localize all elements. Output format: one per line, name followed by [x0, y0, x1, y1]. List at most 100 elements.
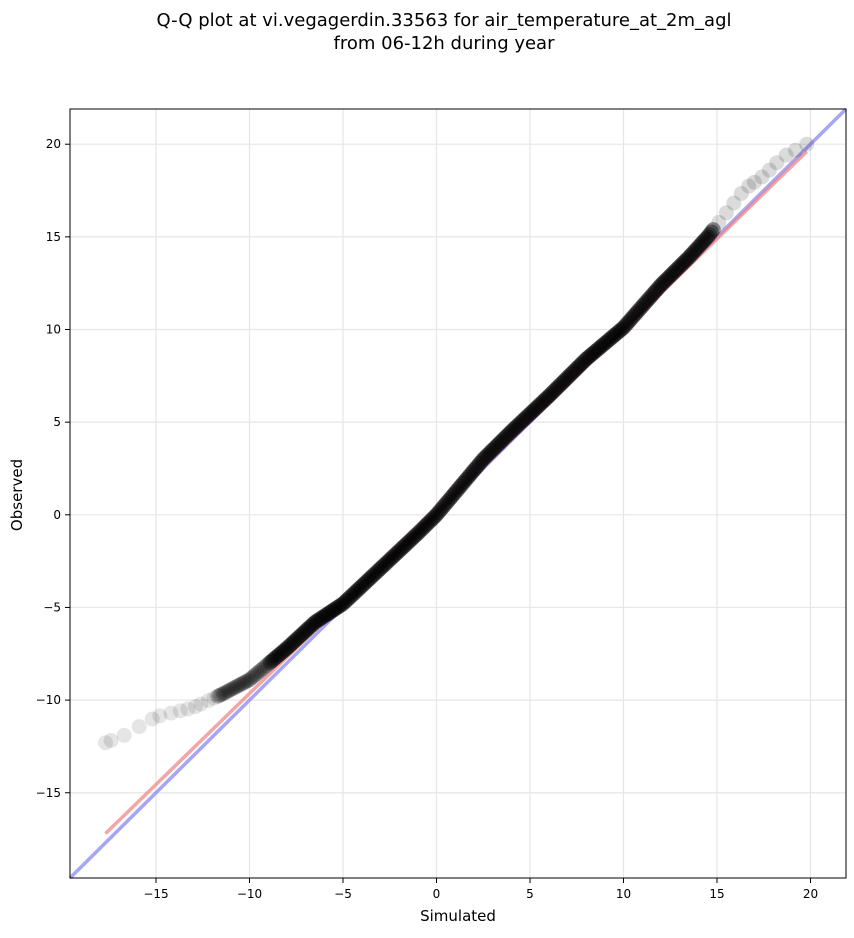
qq-point	[449, 482, 465, 498]
qq-point	[644, 288, 660, 304]
qq-point	[614, 321, 630, 337]
qq-point	[350, 582, 366, 598]
x-tick-label: 20	[803, 887, 818, 901]
qq-point	[313, 611, 329, 627]
qq-point	[711, 214, 727, 230]
qq-point	[470, 458, 486, 474]
qq-point	[582, 348, 598, 364]
qq-point	[266, 651, 282, 667]
qq-point	[292, 628, 308, 644]
qq-point	[434, 500, 450, 516]
qq-point	[513, 415, 529, 431]
qq-point	[700, 229, 716, 245]
qq-point	[438, 496, 454, 512]
qq-point	[705, 222, 721, 238]
y-tick-label: 0	[53, 508, 61, 522]
qq-point	[361, 571, 377, 587]
qq-point	[341, 590, 357, 606]
qq-point	[103, 733, 119, 749]
qq-point	[638, 294, 654, 310]
qq-point	[688, 241, 704, 257]
qq-point	[677, 253, 693, 269]
qq-point	[612, 323, 628, 339]
qq-point	[543, 386, 559, 402]
qq-point	[354, 578, 370, 594]
qq-point	[247, 667, 263, 683]
qq-point	[385, 548, 401, 564]
qq-point	[363, 569, 379, 585]
qq-point	[670, 260, 686, 276]
qq-point	[457, 473, 473, 489]
qq-point	[472, 456, 488, 472]
qq-point	[601, 332, 617, 348]
qq-point	[447, 485, 463, 501]
y-tick-label: 20	[46, 137, 61, 151]
qq-point	[380, 554, 396, 570]
y-tick-label: 10	[46, 323, 61, 337]
qq-point	[505, 422, 521, 438]
y-axis-label: Observed	[8, 459, 26, 531]
qq-point	[421, 514, 437, 530]
qq-point	[718, 205, 734, 221]
qq-point	[683, 247, 699, 263]
x-tick-label: 5	[526, 887, 534, 901]
qq-point	[554, 375, 570, 391]
qq-point	[580, 350, 596, 366]
qq-point	[574, 355, 590, 371]
qq-point	[522, 406, 538, 422]
qq-point	[255, 661, 271, 677]
qq-point	[232, 677, 248, 693]
qq-point	[180, 701, 196, 717]
qq-point	[277, 642, 293, 658]
qq-point	[535, 393, 551, 409]
qq-point	[529, 399, 545, 415]
y-tick-label: −10	[36, 693, 61, 707]
qq-point	[561, 368, 577, 384]
qq-point	[673, 257, 689, 273]
fit-line	[104, 150, 808, 835]
qq-point	[320, 606, 336, 622]
qq-point	[322, 604, 338, 620]
qq-point	[376, 557, 392, 573]
qq-point	[172, 703, 188, 719]
qq-point	[210, 688, 226, 704]
qq-point	[591, 340, 607, 356]
qq-point	[98, 735, 114, 751]
qq-point	[460, 469, 476, 485]
qq-point	[685, 245, 701, 261]
qq-point	[331, 598, 347, 614]
qq-point	[507, 420, 523, 436]
qq-point	[634, 298, 650, 314]
qq-point	[477, 449, 493, 465]
qq-point	[428, 507, 444, 523]
qq-point	[636, 296, 652, 312]
qq-point	[541, 388, 557, 404]
qq-point	[769, 155, 785, 171]
qq-point	[442, 491, 458, 507]
qq-point	[288, 632, 304, 648]
qq-point	[623, 311, 639, 327]
qq-point	[410, 525, 426, 541]
qq-point	[217, 685, 233, 701]
qq-point	[256, 659, 272, 675]
qq-point	[548, 381, 564, 397]
qq-point	[384, 550, 400, 566]
qq-point	[318, 607, 334, 623]
qq-point	[595, 337, 611, 353]
qq-point	[193, 696, 209, 712]
qq-point	[692, 237, 708, 253]
qq-point	[578, 351, 594, 367]
x-tick-label: 15	[709, 887, 724, 901]
qq-point	[116, 727, 132, 743]
qq-point	[206, 690, 222, 706]
qq-point	[645, 286, 661, 302]
qq-point	[451, 480, 467, 496]
qq-point	[324, 603, 340, 619]
qq-point	[200, 693, 216, 709]
qq-point	[240, 673, 256, 689]
qq-point	[260, 656, 276, 672]
qq-point	[372, 561, 388, 577]
qq-point	[443, 489, 459, 505]
